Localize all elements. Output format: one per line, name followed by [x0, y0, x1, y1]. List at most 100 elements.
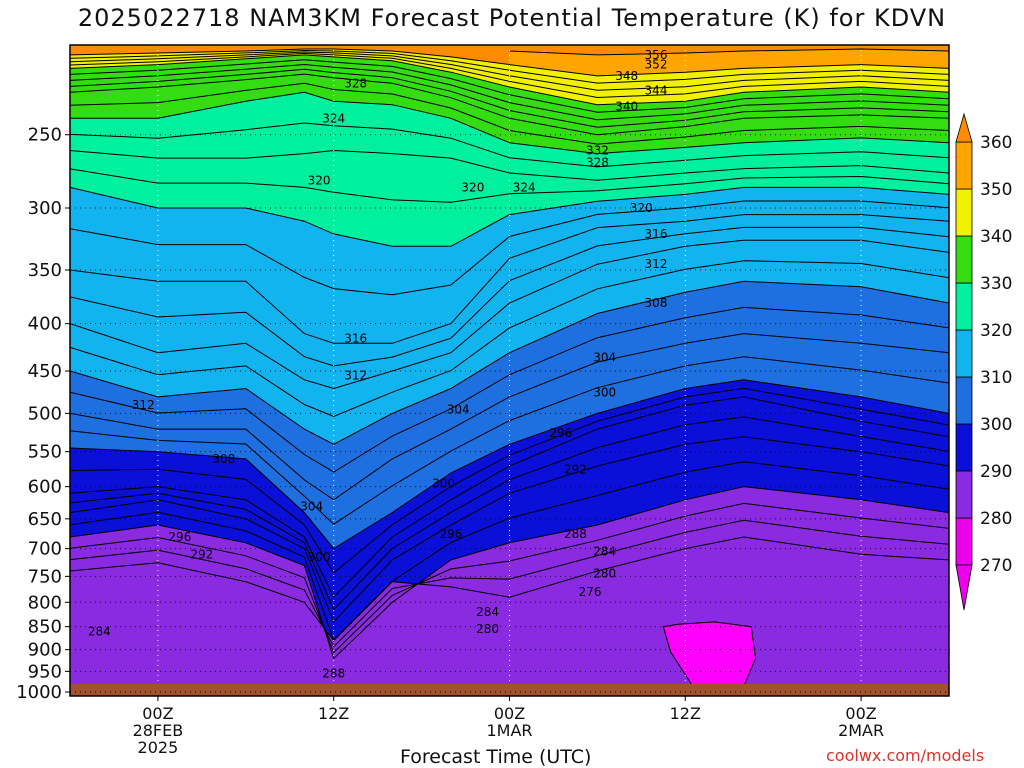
isentrope-338 — [70, 59, 949, 113]
cold-pool-shape — [662, 621, 757, 687]
contour-label: 332 — [586, 143, 609, 157]
contour-label: 308 — [645, 296, 668, 310]
contour-label: 328 — [586, 156, 609, 170]
contour-label: 316 — [344, 331, 367, 345]
x-tick-label: 2MAR — [838, 721, 884, 740]
ground-surface — [70, 683, 949, 696]
colorbar-segment — [955, 470, 973, 519]
isentrope-346 — [70, 49, 949, 84]
colorbar-segment — [955, 376, 973, 425]
contour-label: 292 — [564, 463, 587, 477]
isentrope-296 — [70, 396, 949, 599]
x-tick-label: 2025 — [138, 738, 179, 757]
contour-label: 304 — [593, 350, 616, 364]
isentrope-344 — [70, 51, 949, 91]
colorbar-label: 330 — [980, 274, 1012, 294]
x-tick-label: 1MAR — [486, 721, 532, 740]
contour-label: 340 — [615, 99, 638, 113]
isentrope-334 — [70, 68, 949, 128]
y-tick-label: 800 — [28, 592, 62, 613]
isentrope-300 — [70, 379, 949, 550]
colorbar-label: 360 — [980, 133, 1012, 153]
colorbar-label: 270 — [980, 556, 1012, 576]
isentrope-286 — [70, 502, 949, 654]
contour-label: 284 — [476, 605, 499, 619]
colorbar-label: 320 — [980, 321, 1012, 341]
colorbar: 270 280 290 300 310 320 330 340 350 360 — [955, 112, 1012, 611]
y-tick-label: 350 — [28, 260, 62, 281]
isentrope-312 — [70, 239, 949, 390]
x-tick-label: 00Z — [494, 704, 525, 723]
contour-label: 308 — [212, 452, 235, 466]
isentrope-318 — [70, 200, 949, 296]
isentrope-322 — [70, 168, 949, 203]
colorbar-bottom-arrow — [955, 564, 973, 611]
isentrope-284 — [70, 519, 949, 648]
contour-label: 296 — [168, 530, 191, 544]
y-tick-label: 900 — [28, 640, 62, 661]
isentrope-326 — [70, 122, 949, 168]
contour-label: 356 — [645, 48, 668, 62]
contour-label: 296 — [439, 527, 462, 541]
x-tick-label: 28FEB — [133, 721, 184, 740]
pressure-axis: 2503003504004505005506006507007508008509… — [16, 125, 70, 703]
ground-fill — [70, 683, 949, 696]
x-tick-label: 12Z — [670, 704, 701, 723]
y-tick-label: 450 — [28, 361, 62, 382]
isentrope-336 — [70, 63, 949, 121]
isentrope-290 — [70, 461, 949, 642]
cold-pool-270k — [662, 621, 757, 687]
contour-label: 300 — [593, 386, 616, 400]
isentrope-304 — [70, 333, 949, 501]
colorbar-segment — [955, 188, 973, 237]
contour-label: 312 — [132, 398, 155, 412]
contour-label: 352 — [645, 58, 668, 72]
credit-link[interactable]: coolwx.com/models — [826, 746, 985, 765]
contour-label: 312 — [645, 257, 668, 271]
contour-label: 276 — [579, 585, 602, 599]
colorbar-label: 280 — [980, 509, 1012, 529]
colorbar-label: 350 — [980, 180, 1012, 200]
contour-labels: 3563523483443403323283283243243203203203… — [88, 48, 668, 681]
x-tick-label: 00Z — [142, 704, 173, 723]
isentrope-294 — [70, 416, 949, 611]
colorbar-segment — [955, 141, 973, 190]
contour-label: 328 — [344, 76, 367, 90]
colorbar-top-arrow — [955, 112, 973, 143]
contour-label: 280 — [476, 622, 499, 636]
contour-label: 304 — [300, 499, 323, 513]
isentrope-342 — [70, 52, 949, 99]
colorbar-segment — [955, 329, 973, 378]
contour-label: 292 — [190, 547, 213, 561]
y-tick-label: 750 — [28, 566, 62, 587]
contour-label: 320 — [461, 180, 484, 194]
colorbar-segment — [955, 235, 973, 284]
isentrope-288 — [70, 486, 949, 660]
x-tick-label: 12Z — [318, 704, 349, 723]
contour-label: 304 — [447, 402, 470, 416]
contour-label: 288 — [564, 527, 587, 541]
y-tick-label: 550 — [28, 442, 62, 463]
colorbar-segment — [955, 517, 973, 566]
y-tick-label: 650 — [28, 509, 62, 530]
y-tick-label: 700 — [28, 539, 62, 560]
contour-label: 300 — [308, 550, 331, 564]
isentrope-348 — [70, 48, 949, 77]
isentrope-306 — [70, 306, 949, 473]
contour-label: 320 — [308, 173, 331, 187]
y-tick-label: 500 — [28, 403, 62, 424]
contour-label: 348 — [615, 69, 638, 83]
colorbar-label: 290 — [980, 462, 1012, 482]
contour-label: 312 — [344, 368, 367, 382]
y-tick-label: 300 — [28, 198, 62, 219]
contour-label: 280 — [593, 567, 616, 581]
y-tick-label: 850 — [28, 617, 62, 638]
contour-label: 300 — [432, 476, 455, 490]
contour-label: 344 — [645, 84, 668, 98]
y-tick-label: 600 — [28, 477, 62, 498]
contour-label: 284 — [593, 544, 616, 558]
isentrope-332 — [70, 73, 949, 136]
colorbar-label: 310 — [980, 368, 1012, 388]
isentrope-282 — [70, 536, 949, 642]
